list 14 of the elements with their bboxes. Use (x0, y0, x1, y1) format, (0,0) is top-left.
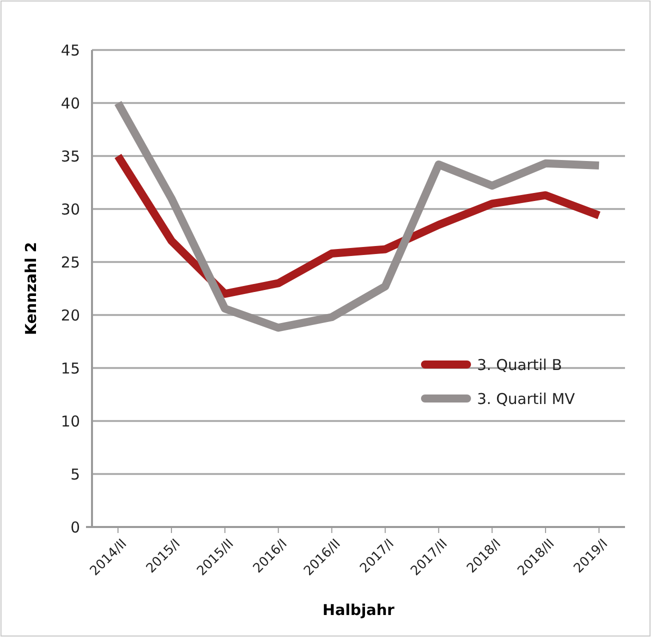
x-axis-title: Halbjahr (322, 601, 396, 619)
y-tick-label: 25 (60, 253, 80, 272)
y-tick-label: 35 (60, 147, 80, 166)
y-tick-label: 5 (70, 465, 80, 484)
y-tick-label: 10 (60, 412, 80, 430)
y-tick-label: 20 (60, 306, 80, 324)
y-axis-title: Kennzahl 2 (22, 242, 40, 336)
y-tick-label: 15 (60, 359, 80, 378)
legend-label: 3. Quartil B (477, 356, 562, 374)
legend-label: 3. Quartil MV (477, 390, 576, 408)
y-tick-label: 30 (60, 200, 80, 218)
y-tick-label: 45 (60, 41, 80, 60)
y-tick-label: 0 (70, 518, 80, 536)
y-tick-label: 40 (60, 94, 80, 112)
